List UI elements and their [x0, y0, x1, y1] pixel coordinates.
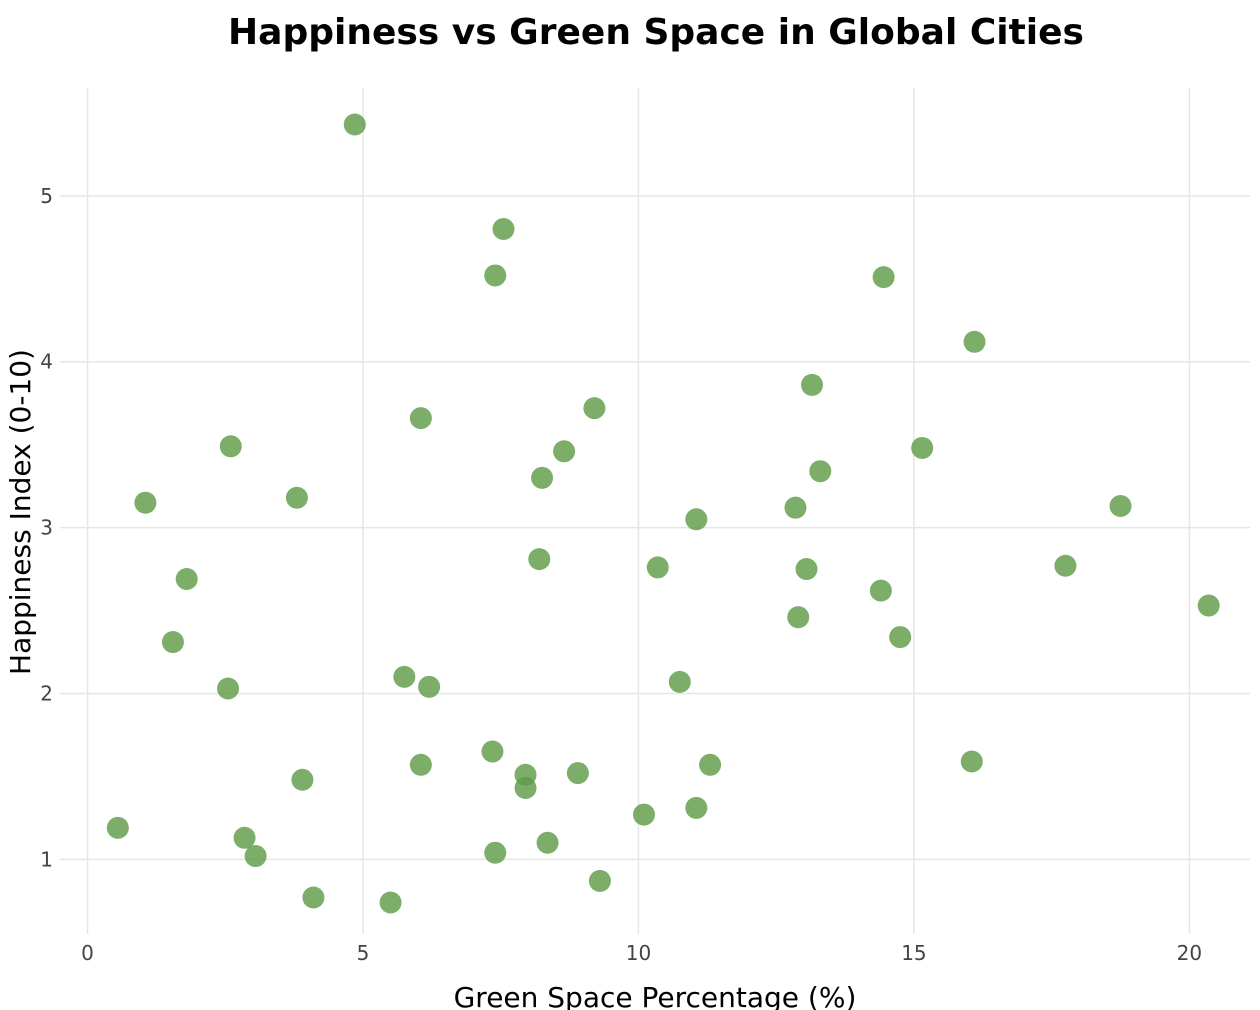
x-tick-label: 10 [626, 941, 651, 965]
data-point [531, 466, 554, 489]
y-tick-label: 2 [40, 681, 53, 705]
x-tick-label: 15 [901, 941, 926, 965]
data-point [889, 626, 912, 649]
data-point [553, 440, 576, 463]
data-point [801, 373, 824, 396]
data-point [536, 831, 559, 854]
data-point [484, 841, 507, 864]
x-tick-label: 0 [81, 941, 94, 965]
y-axis-label: Happiness Index (0-10) [4, 349, 37, 675]
y-tick-label: 4 [40, 350, 53, 374]
data-point [784, 496, 807, 519]
x-tick-label: 20 [1177, 941, 1202, 965]
data-point [492, 218, 515, 240]
y-tick-label: 3 [40, 516, 53, 540]
data-point [393, 665, 416, 688]
data-point [583, 397, 606, 420]
data-point [244, 845, 267, 868]
y-axis-ticks: 1 2 3 4 5 [40, 184, 53, 872]
data-point [409, 753, 432, 776]
data-point [1109, 495, 1132, 518]
y-tick-label: 5 [40, 184, 53, 208]
data-point [787, 606, 810, 629]
data-point [566, 762, 589, 785]
data-point [343, 113, 366, 136]
chart-title: Happiness vs Green Space in Global Citie… [228, 12, 1084, 53]
y-tick-label: 1 [40, 847, 53, 871]
data-point [514, 777, 537, 800]
data-point [106, 816, 129, 839]
data-point [161, 631, 184, 654]
data-point [1054, 554, 1077, 577]
data-point [291, 768, 314, 791]
data-point [869, 579, 892, 602]
data-point [960, 750, 983, 773]
data-point [872, 266, 895, 289]
data-point [379, 891, 402, 914]
data-points [106, 113, 1220, 914]
data-point [409, 407, 432, 430]
data-point [963, 330, 986, 353]
data-point [1197, 594, 1220, 617]
data-point [528, 548, 551, 571]
data-point [233, 826, 256, 849]
data-point [685, 796, 708, 819]
grid-lines [60, 88, 1250, 934]
data-point [285, 486, 308, 509]
data-point [809, 460, 832, 483]
data-point [484, 264, 507, 287]
data-point [699, 753, 722, 776]
data-point [217, 677, 240, 700]
data-point [911, 436, 934, 459]
data-point [646, 556, 669, 579]
x-axis-ticks: 0 5 10 15 20 [81, 941, 1202, 965]
data-point [302, 886, 325, 909]
data-point [588, 869, 611, 892]
data-point [632, 803, 655, 826]
data-point [668, 670, 691, 693]
data-point [134, 491, 157, 514]
data-point [175, 568, 198, 591]
x-axis-label: Green Space Percentage (%) [454, 981, 857, 1010]
data-point [481, 740, 504, 763]
x-tick-label: 5 [357, 941, 370, 965]
data-point [685, 508, 708, 531]
data-point [219, 435, 242, 458]
data-point [795, 558, 818, 581]
data-point [418, 675, 441, 698]
